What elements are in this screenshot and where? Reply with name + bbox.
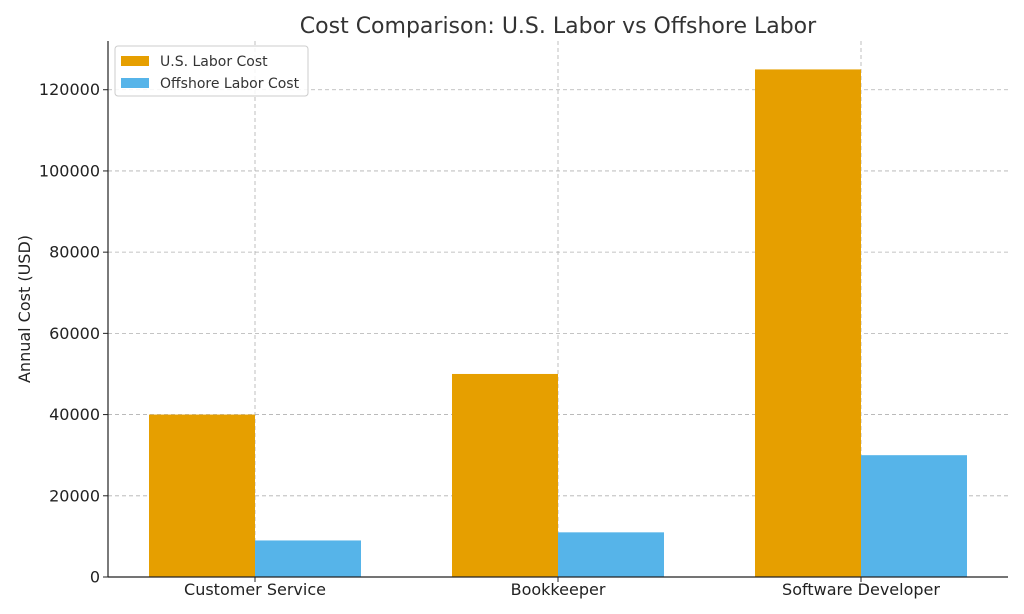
- x-tick-label: Bookkeeper: [511, 580, 606, 599]
- legend-label: Offshore Labor Cost: [160, 76, 300, 92]
- y-tick-label: 80000: [49, 243, 100, 262]
- bar-offshore-labor-cost-1: [558, 532, 664, 577]
- y-tick-label: 120000: [39, 80, 100, 99]
- y-tick-label: 0: [90, 568, 100, 587]
- x-tick-label: Software Developer: [782, 580, 940, 599]
- ticks-layer: 0 20000 40000 60000 80000 100000 120000 Custome…: [39, 80, 940, 599]
- chart-title: Cost Comparison: U.S. Labor vs Offshore …: [300, 14, 817, 39]
- bars-layer: [149, 69, 967, 577]
- legend-swatch: [121, 56, 149, 66]
- legend-label: U.S. Labor Cost: [160, 54, 268, 70]
- y-tick-label: 40000: [49, 405, 100, 424]
- y-tick-label: 20000: [49, 486, 100, 505]
- x-tick-label: Customer Service: [184, 580, 326, 599]
- bar-u-s-labor-cost-1: [452, 373, 558, 577]
- bar-u-s-labor-cost-2: [755, 69, 861, 577]
- y-tick-label: 60000: [49, 324, 100, 343]
- bar-u-s-labor-cost-0: [149, 414, 255, 577]
- y-tick-label: 100000: [39, 161, 100, 180]
- legend-swatch: [121, 78, 149, 88]
- legend: U.S. Labor Cost Offshore Labor Cost: [114, 45, 309, 97]
- y-axis-label: Annual Cost (USD): [15, 235, 34, 383]
- bar-offshore-labor-cost-0: [255, 540, 361, 577]
- legend-frame: [114, 45, 309, 97]
- bar-offshore-labor-cost-2: [861, 455, 967, 577]
